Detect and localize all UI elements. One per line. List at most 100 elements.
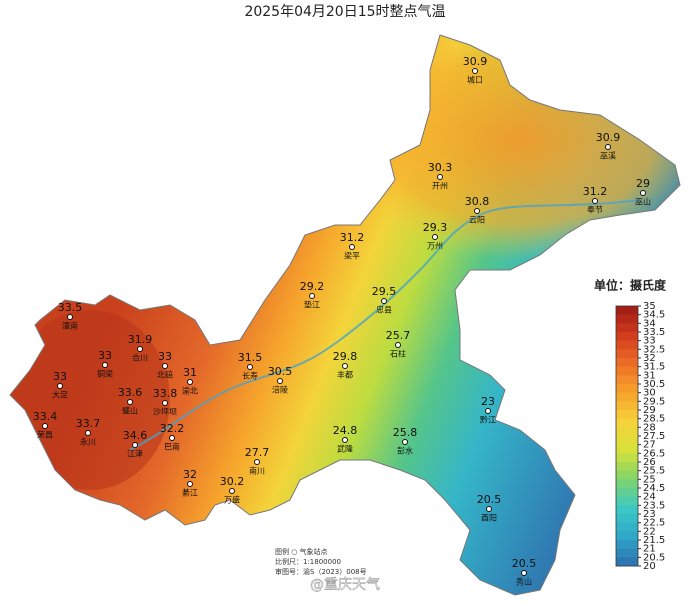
station-value: 31.5	[238, 351, 263, 364]
station-value: 33.8	[153, 387, 178, 400]
legend-swatch	[616, 514, 638, 523]
legend-swatch	[616, 540, 638, 549]
legend-label: 34.5	[643, 310, 665, 321]
legend-label: 30	[643, 388, 656, 399]
station-name: 巴南	[164, 442, 180, 452]
station-value: 34.6	[123, 429, 148, 442]
legend-swatch	[616, 306, 638, 315]
station-marker	[162, 400, 168, 406]
station-marker	[67, 314, 73, 320]
legend-title: 单位：摄氏度	[594, 278, 667, 293]
station-value: 32	[183, 468, 197, 481]
station-value: 30.5	[268, 365, 293, 378]
map-note: 图例 ○ 气象站点	[275, 547, 328, 556]
station-value: 30.3	[428, 161, 453, 174]
station-marker	[42, 423, 48, 429]
legend-label: 25.5	[643, 466, 665, 477]
legend-swatch	[616, 401, 638, 411]
station-value: 24.8	[333, 424, 358, 437]
station-marker	[137, 346, 143, 352]
station-name: 合川	[132, 353, 148, 363]
station-name: 丰都	[337, 370, 353, 380]
station-value: 32.2	[160, 422, 185, 435]
station-marker	[349, 244, 355, 250]
legend-label: 25	[643, 474, 656, 485]
legend-label: 30.5	[643, 379, 665, 390]
legend-label: 21	[643, 544, 656, 555]
legend-swatch	[616, 410, 638, 419]
legend-swatch	[616, 349, 638, 359]
station-name: 城口	[467, 76, 483, 85]
station-value: 30.8	[465, 195, 490, 208]
station-marker	[381, 298, 387, 304]
map-note: 审图号：渝S（2023）008号	[275, 567, 367, 576]
station-marker	[402, 439, 408, 445]
station-value: 29.2	[300, 280, 325, 293]
station-marker	[605, 144, 611, 150]
station-value: 30.9	[596, 131, 621, 144]
legend-label: 23	[643, 509, 656, 520]
station-marker	[395, 342, 401, 348]
station-name: 酉阳	[481, 514, 497, 523]
legend-label: 27.5	[643, 431, 665, 442]
station-name: 铜梁	[97, 369, 113, 379]
station-name: 北碚	[157, 370, 173, 380]
station-value: 31	[183, 366, 197, 379]
legend-swatch	[616, 496, 638, 506]
legend-label: 29	[643, 405, 656, 416]
station-name: 开州	[432, 182, 448, 191]
legend-label: 22	[643, 526, 656, 537]
legend-swatch	[616, 479, 638, 489]
station-marker	[474, 208, 480, 214]
station-name: 秀山	[516, 577, 532, 587]
station-marker	[187, 481, 193, 487]
station-name: 沙坪坝	[153, 408, 177, 417]
legend-swatch	[616, 548, 638, 558]
station-marker	[342, 363, 348, 369]
station-value: 31.2	[583, 185, 608, 198]
legend-label: 33.5	[643, 327, 665, 338]
station-name: 云阳	[469, 216, 485, 225]
station-value: 29	[636, 177, 650, 190]
station-value: 30.9	[463, 55, 488, 68]
station-value: 33.5	[58, 301, 83, 314]
station-value: 31.2	[340, 231, 365, 244]
station-value: 25.7	[386, 329, 411, 342]
station-name: 武隆	[337, 444, 353, 454]
legend-label: 28	[643, 422, 656, 433]
station-value: 30.2	[220, 475, 245, 488]
station-value: 25.8	[393, 426, 418, 439]
legend-swatch	[616, 340, 638, 350]
station-marker	[229, 488, 235, 494]
legend-label: 23.5	[643, 500, 665, 511]
station-name: 江津	[127, 449, 143, 459]
station-name: 垫江	[304, 300, 320, 310]
station-value: 23	[481, 395, 495, 408]
station-value: 33	[98, 349, 112, 362]
station-name: 万州	[427, 242, 443, 251]
legend-label: 26.5	[643, 448, 665, 459]
legend-label: 22.5	[643, 518, 665, 529]
station-name: 潼南	[62, 321, 78, 331]
station-value: 29.3	[423, 221, 448, 234]
station-marker	[309, 293, 315, 299]
station-value: 33.7	[76, 417, 101, 430]
station-marker	[254, 459, 260, 465]
legend-swatch	[616, 323, 638, 333]
legend-swatch	[616, 314, 638, 324]
station-name: 永川	[80, 437, 96, 447]
legend-label: 24	[643, 492, 656, 503]
station-marker	[85, 430, 91, 436]
station-marker	[437, 174, 443, 180]
station-name: 石柱	[390, 349, 406, 359]
station-marker	[127, 399, 133, 405]
station-name: 巫山	[635, 197, 651, 207]
legend-label: 34	[643, 318, 656, 329]
legend-label: 35	[643, 301, 656, 312]
station-value: 33.4	[33, 410, 58, 423]
station-value: 20.5	[477, 493, 502, 506]
river	[129, 199, 641, 451]
station-name: 大足	[52, 390, 68, 400]
